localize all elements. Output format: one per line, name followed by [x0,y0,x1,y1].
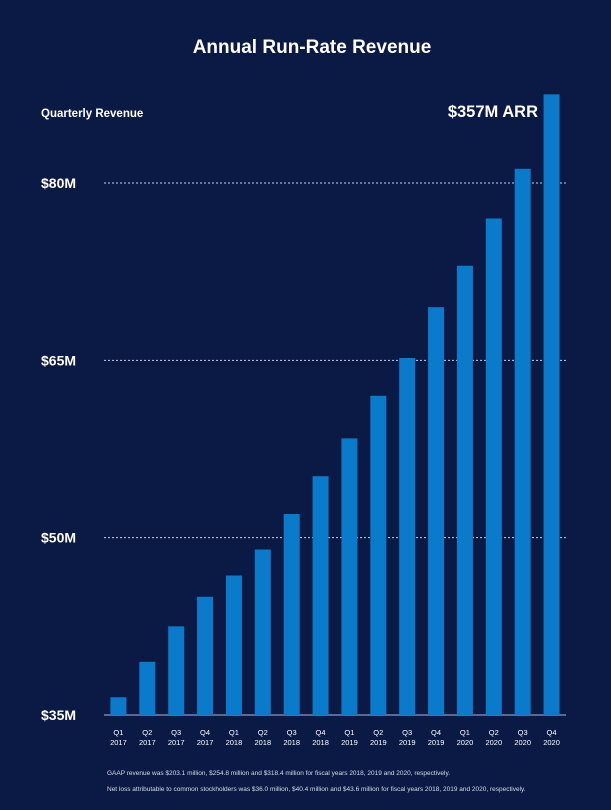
x-tick-year: 2018 [226,738,243,747]
bar-q2-2018 [254,549,271,715]
x-tick-year: 2020 [543,738,560,747]
x-tick-quarter: Q4 [316,728,326,737]
arr-annotation: $357M ARR [448,103,538,121]
y-axis-label: Quarterly Revenue [41,108,143,120]
x-tick-quarter: Q2 [373,728,383,737]
x-axis-labels: Q12017Q22017Q32017Q42017Q12018Q22018Q320… [110,728,560,747]
x-tick-year: 2019 [428,738,445,747]
x-tick-quarter: Q3 [171,728,181,737]
x-tick-quarter: Q4 [200,728,210,737]
bar-q2-2019 [370,395,387,715]
x-tick-quarter: Q1 [460,728,470,737]
bar-q4-2019 [428,307,445,715]
bar-q1-2019 [341,438,358,715]
y-tick-label: $50M [41,530,76,546]
bars [110,94,560,716]
bar-q3-2019 [399,357,416,715]
x-tick-quarter: Q2 [489,728,499,737]
x-tick-year: 2017 [139,738,156,747]
y-tick-label: $80M [41,175,76,191]
bar-q3-2017 [168,626,185,715]
bar-q4-2020 [543,94,560,716]
x-tick-quarter: Q4 [547,728,557,737]
bar-q3-2018 [283,514,300,715]
x-tick-quarter: Q2 [258,728,268,737]
x-tick-year: 2018 [254,738,271,747]
chart-title: Annual Run-Rate Revenue [193,37,432,58]
bar-q1-2018 [225,575,242,715]
x-tick-year: 2018 [312,738,329,747]
footnote-net-loss: Net loss attributable to common stockhol… [107,786,526,793]
x-tick-year: 2019 [341,738,358,747]
bar-q2-2020 [485,218,502,715]
x-tick-year: 2020 [514,738,531,747]
footnote-gaap-revenue: GAAP revenue was $203.1 million, $254.8 … [107,770,451,777]
y-tick-label: $65M [41,352,76,368]
x-tick-year: 2017 [197,738,214,747]
x-tick-quarter: Q1 [113,728,123,737]
x-tick-quarter: Q3 [402,728,412,737]
x-tick-year: 2019 [370,738,387,747]
x-tick-quarter: Q4 [431,728,441,737]
bar-q4-2018 [312,476,329,715]
bar-q1-2017 [110,697,127,715]
x-tick-year: 2017 [110,738,127,747]
bar-q3-2020 [514,168,531,715]
x-tick-year: 2020 [485,738,502,747]
bar-q2-2017 [139,661,156,715]
x-tick-year: 2019 [399,738,416,747]
x-tick-quarter: Q1 [344,728,354,737]
x-tick-quarter: Q2 [142,728,152,737]
bar-q1-2020 [456,265,473,715]
y-tick-label: $35M [41,707,76,723]
x-tick-quarter: Q3 [287,728,297,737]
x-tick-year: 2020 [457,738,474,747]
x-tick-year: 2018 [283,738,300,747]
x-tick-quarter: Q1 [229,728,239,737]
x-tick-quarter: Q3 [518,728,528,737]
bar-q4-2017 [197,596,214,715]
x-tick-year: 2017 [168,738,185,747]
footnotes: GAAP revenue was $203.1 million, $254.8 … [107,766,587,798]
